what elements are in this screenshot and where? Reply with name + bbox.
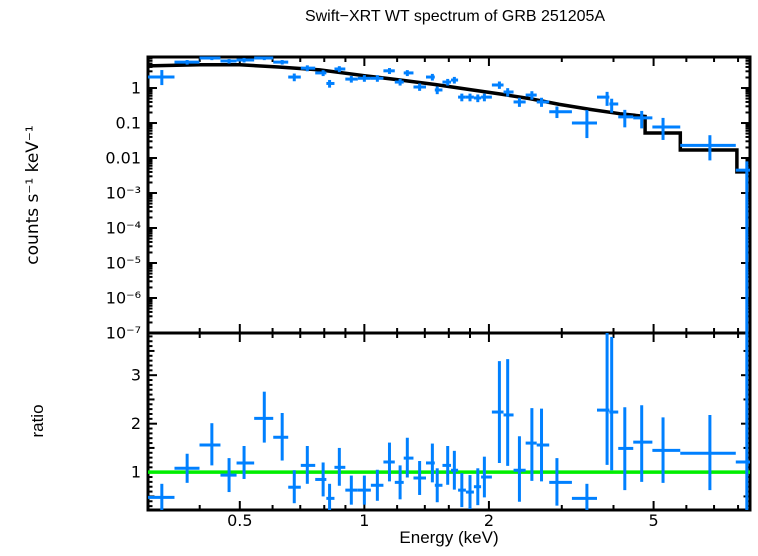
y-tick-label: 10⁻⁴ xyxy=(106,219,141,238)
ratio-tick-label: 1 xyxy=(131,463,141,482)
y-tick-label: 1 xyxy=(131,79,141,98)
y-tick-label: 10⁻⁶ xyxy=(106,289,141,308)
y-tick-label: 10⁻⁵ xyxy=(106,254,141,273)
ratio-tick-label: 3 xyxy=(131,366,141,385)
spectrum-panel-frame xyxy=(146,55,752,335)
y-tick-label: 10⁻⁷ xyxy=(106,324,141,343)
x-tick-label: 1 xyxy=(359,511,369,530)
y-tick-label: 0.01 xyxy=(105,149,141,168)
x-tick-label: 5 xyxy=(648,511,658,530)
x-axis-label: Energy (keV) xyxy=(399,528,499,547)
y-axis-label-counts: counts s⁻¹ keV⁻¹ xyxy=(23,125,43,265)
ratio-tick-label: 2 xyxy=(131,414,141,433)
x-tick-label: 2 xyxy=(484,511,494,530)
y-axis-label-ratio: ratio xyxy=(28,404,47,438)
x-tick-label: 0.5 xyxy=(227,511,252,530)
y-tick-label: 0.1 xyxy=(116,114,141,133)
ratio-panel-frame xyxy=(146,331,752,512)
y-tick-label: 10⁻³ xyxy=(106,184,141,203)
chart-title: Swift−XRT WT spectrum of GRB 251205A xyxy=(304,8,606,25)
